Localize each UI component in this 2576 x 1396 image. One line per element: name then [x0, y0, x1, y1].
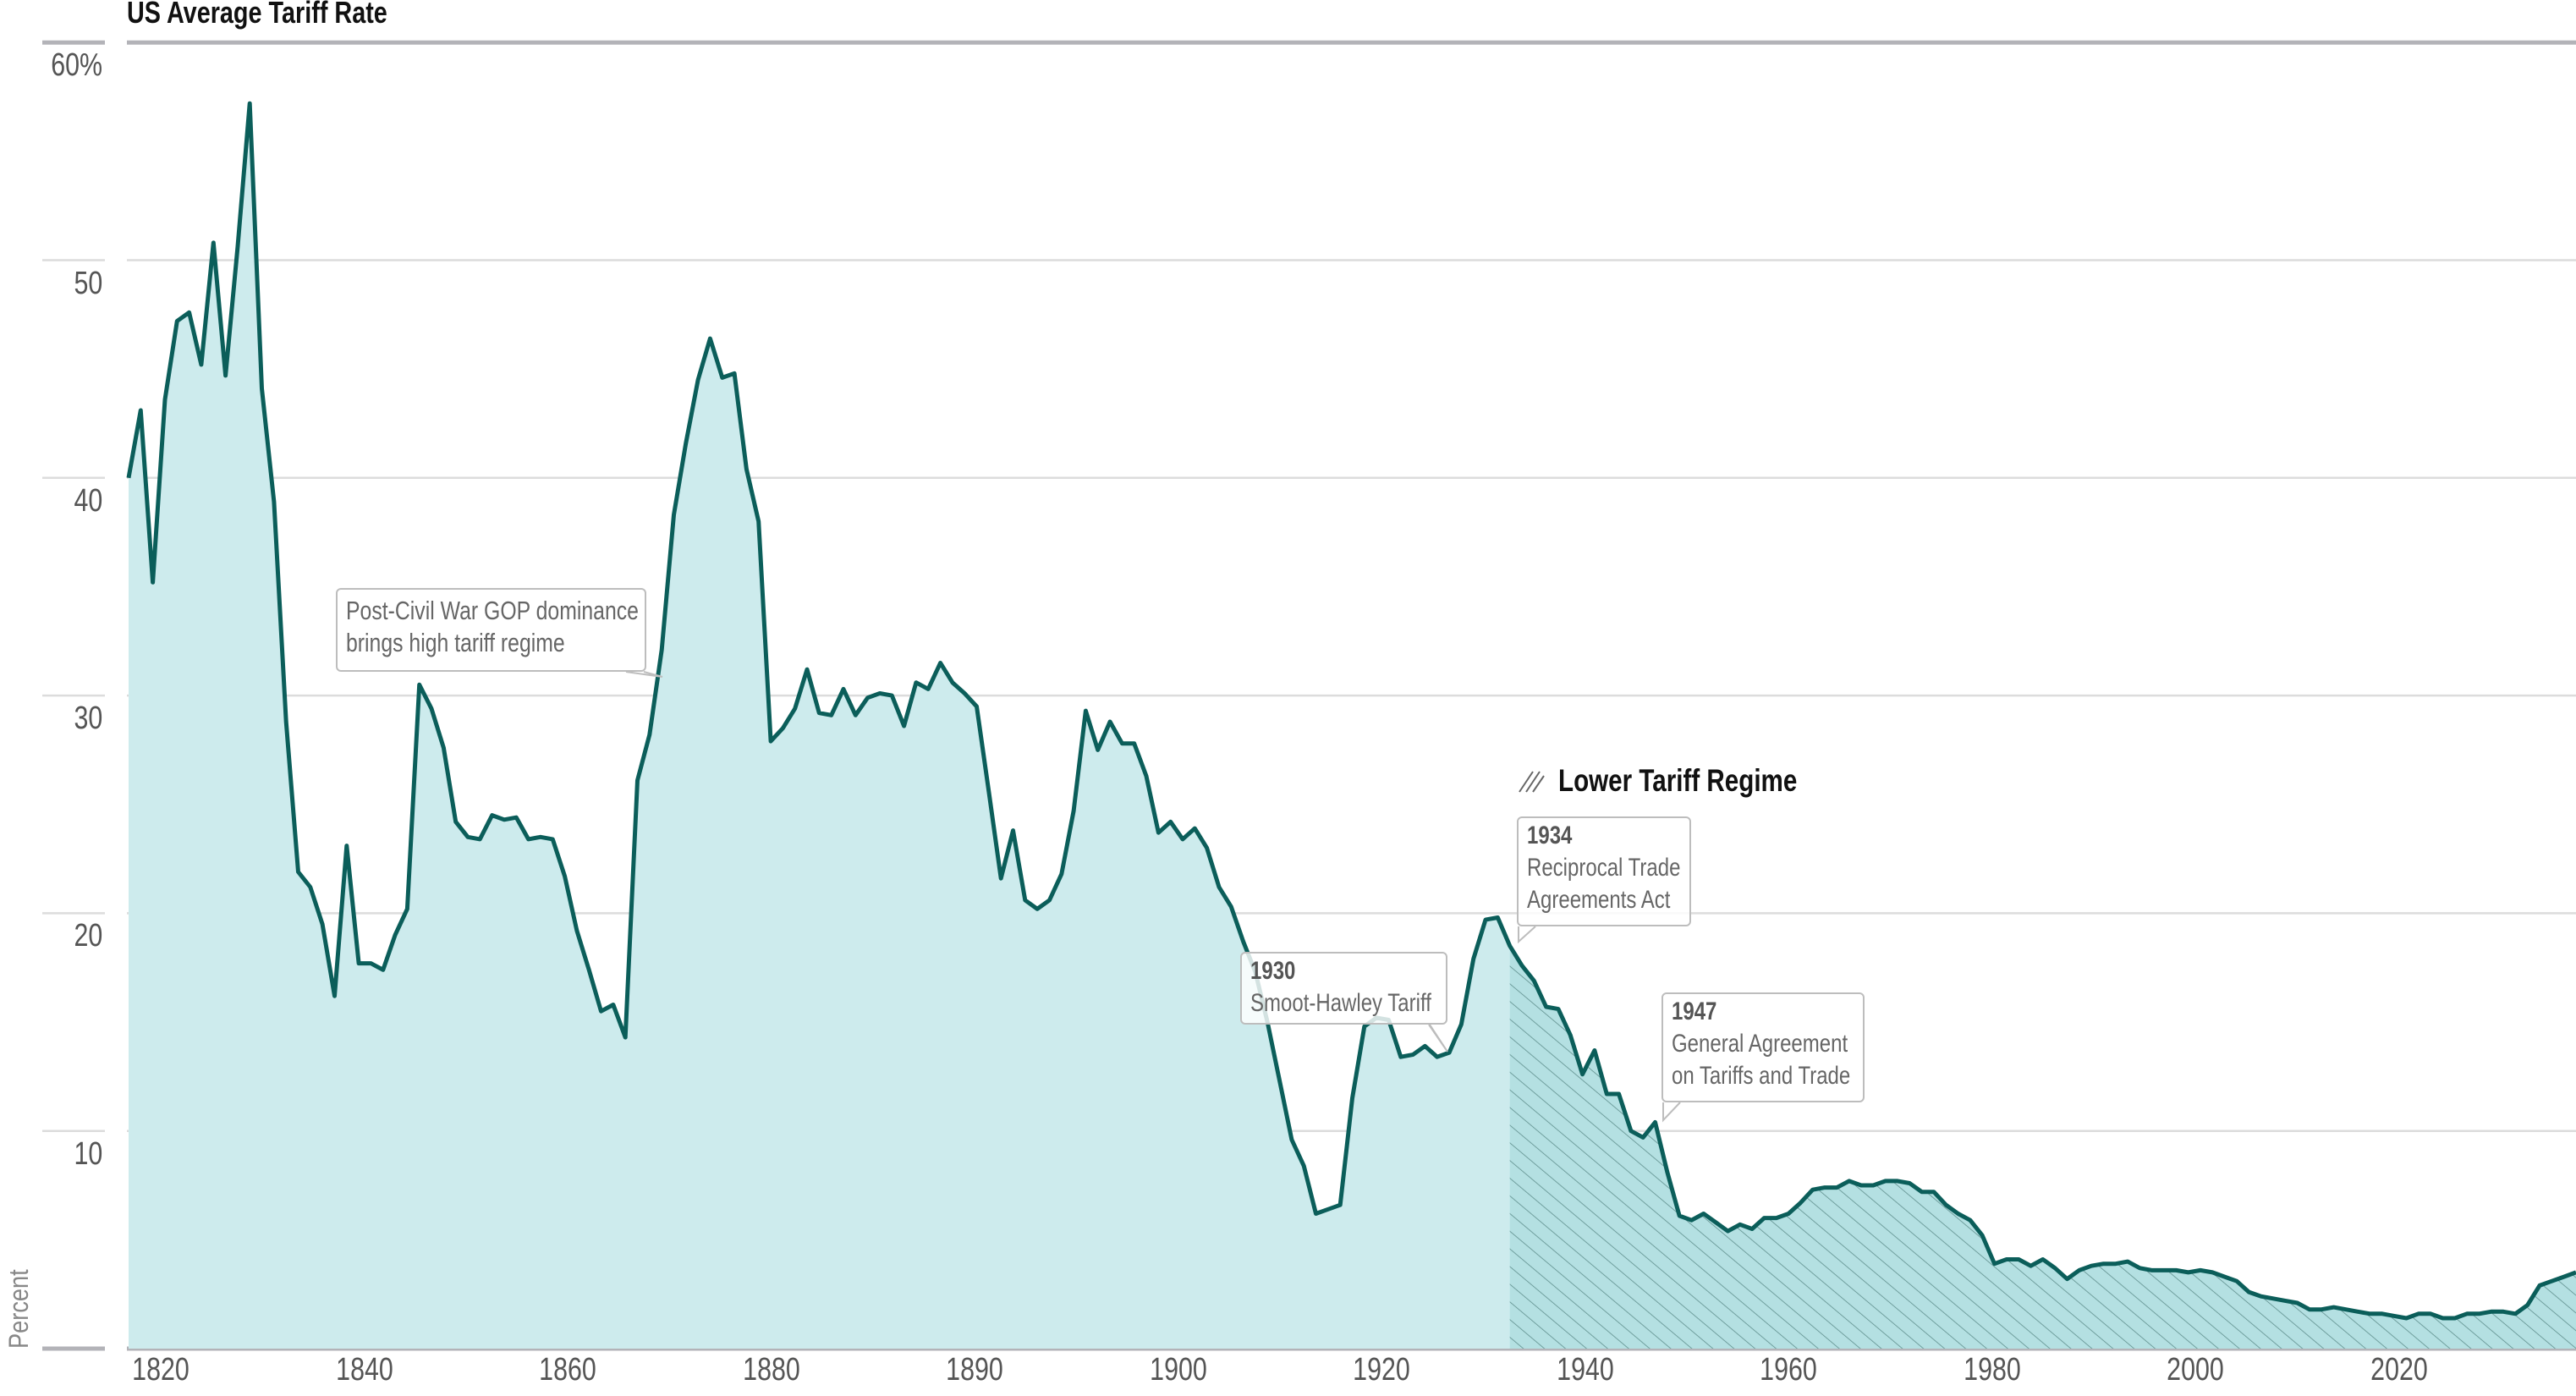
annotation-line: Smoot-Hawley Tariff — [1250, 989, 1431, 1017]
annotation-line: on Tariffs and Trade — [1672, 1062, 1851, 1090]
legend-label: Lower Tariff Regime — [1558, 763, 1798, 799]
annotation-line: brings high tariff regime — [346, 628, 565, 657]
x-tick-label: 1880 — [742, 1352, 800, 1388]
hatch-swatch-icon — [1519, 771, 1545, 793]
y-tick-label: 40 — [74, 482, 102, 519]
annotation-1930: 1930 Smoot-Hawley Tariff — [1240, 952, 1447, 1025]
x-tick-label: 2000 — [2167, 1352, 2224, 1388]
annotation-year: 1930 — [1250, 957, 1296, 985]
annotation-pointers — [625, 671, 1681, 1123]
annotation-line: Reciprocal Trade — [1527, 854, 1681, 882]
annotation-pointer — [1662, 1102, 1681, 1123]
x-tick-label: 1840 — [335, 1352, 393, 1388]
annotation-post-civil-war: Post-Civil War GOP dominance brings high… — [336, 588, 646, 672]
x-tick-label: 1890 — [946, 1352, 1003, 1388]
annotation-line: General Agreement — [1672, 1030, 1848, 1058]
legend-lower-tariff-regime: Lower Tariff Regime — [1518, 761, 1857, 799]
annotation-year: 1947 — [1672, 998, 1717, 1025]
x-tick-label: 1960 — [1760, 1352, 1817, 1388]
x-tick-label: 1860 — [539, 1352, 596, 1388]
x-tick-label: 1920 — [1353, 1352, 1410, 1388]
y-tick-label: 20 — [74, 918, 102, 954]
annotation-pointer — [625, 671, 663, 678]
x-tick-label: 1980 — [1963, 1352, 2021, 1388]
annotation-line: Post-Civil War GOP dominance — [346, 596, 639, 625]
annotation-year: 1934 — [1527, 822, 1573, 849]
y-axis-title: Percent — [3, 1269, 34, 1349]
chart-title: US Average Tariff Rate — [127, 0, 387, 30]
annotation-line: Agreements Act — [1527, 886, 1671, 914]
x-tick-label: 1940 — [1556, 1352, 1614, 1388]
annotation-1934: 1934 Reciprocal Trade Agreements Act — [1517, 816, 1691, 926]
tariff-rate-line — [126, 101, 2576, 1321]
y-tick-label: 60% — [51, 47, 102, 84]
annotation-1947: 1947 General Agreement on Tariffs and Tr… — [1661, 992, 1865, 1102]
hatch-pattern — [1509, 946, 2576, 1349]
y-tick-label: 10 — [74, 1135, 102, 1172]
x-tick-label: 1820 — [132, 1352, 189, 1388]
x-tick-label: 2020 — [2370, 1352, 2428, 1388]
area-fill — [129, 103, 2576, 1349]
y-tick-label: 50 — [74, 265, 102, 301]
x-tick-label: 1900 — [1149, 1352, 1207, 1388]
annotation-pointer — [1518, 926, 1536, 944]
y-tick-label: 30 — [74, 701, 102, 737]
annotation-pointer — [1428, 1024, 1448, 1052]
